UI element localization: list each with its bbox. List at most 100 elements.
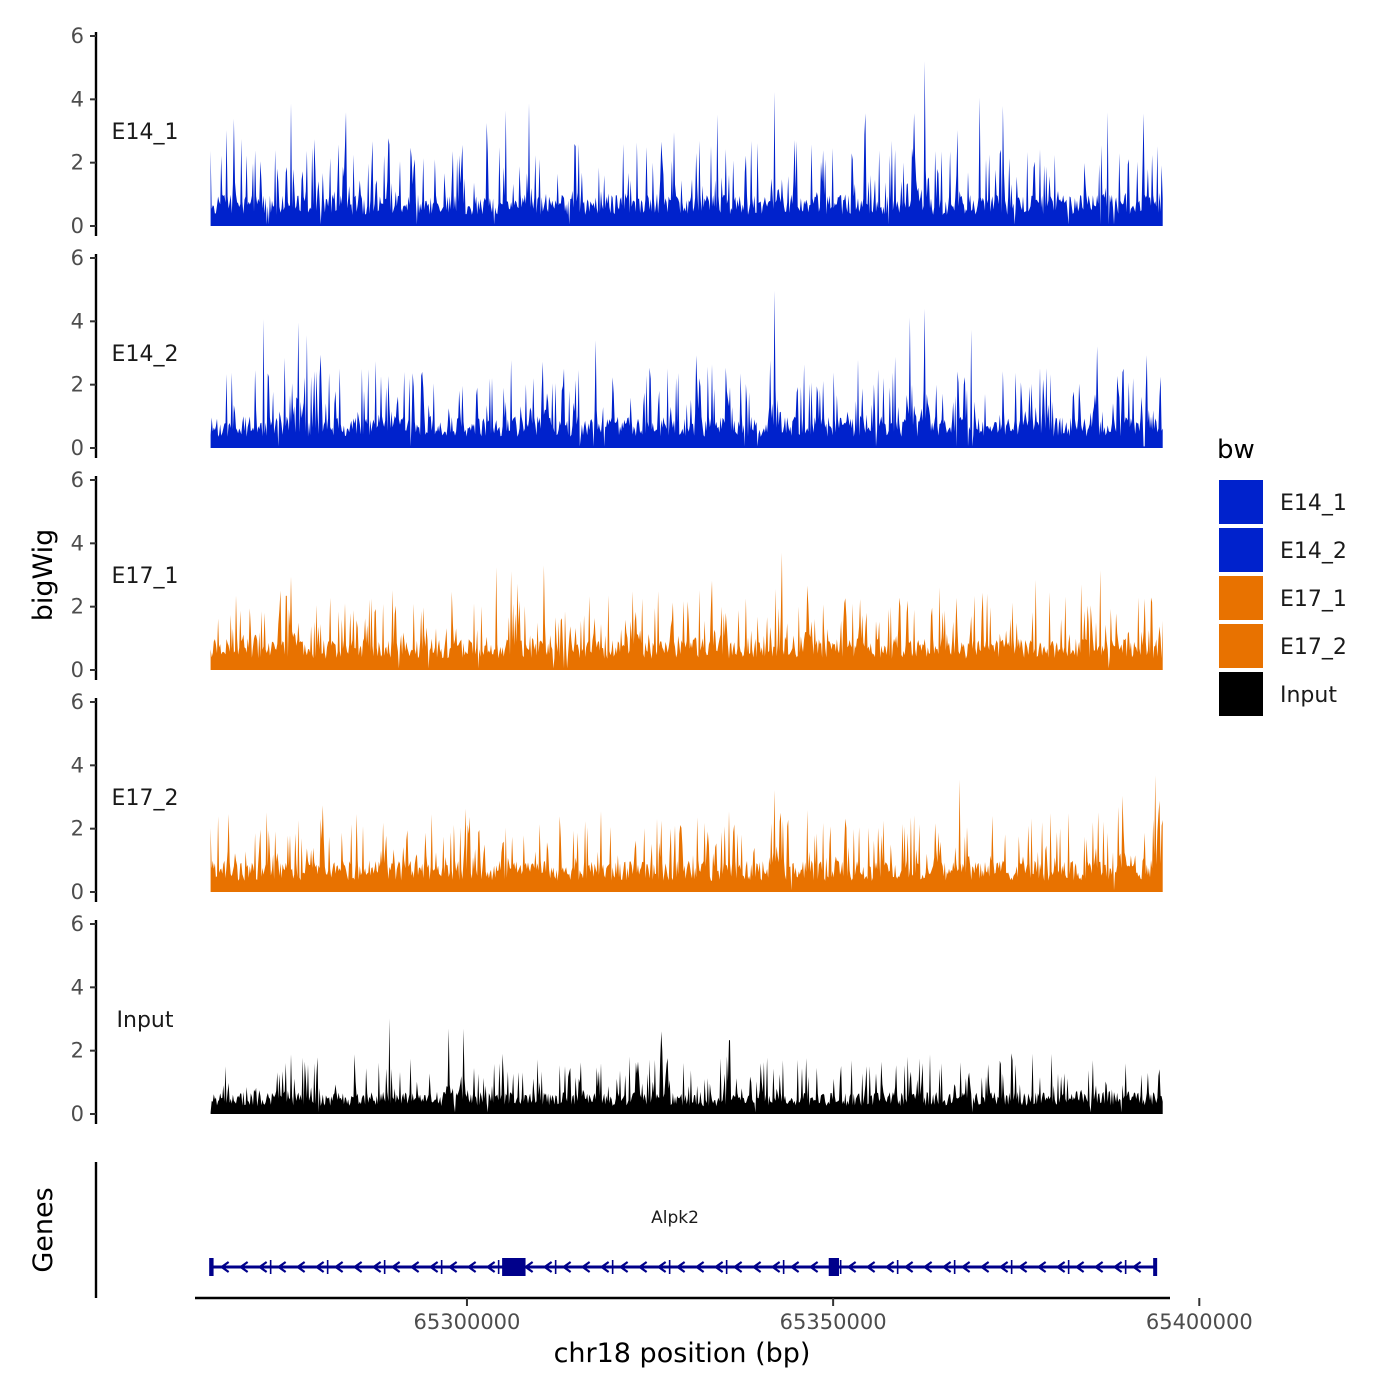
strand-arrow	[637, 1261, 648, 1273]
strand-arrow	[808, 1261, 819, 1273]
strand-arrow	[865, 1261, 876, 1273]
strand-arrow	[1074, 1261, 1085, 1273]
coverage-area-E14_2	[210, 290, 1163, 448]
strand-arrow	[998, 1261, 1009, 1273]
strand-arrow	[542, 1261, 553, 1273]
strand-arrow	[561, 1261, 572, 1273]
gene-label-alpk2: Alpk2	[651, 1208, 699, 1228]
strand-arrow	[485, 1261, 496, 1273]
bigwig-tracks: 0 2 4 6 E14_1 0 2 4 6 E14_2 0 2 4 6 E17_1 0 2 4 6 E17_2 0 2 4 6…	[71, 24, 1163, 1126]
strand-arrow	[846, 1261, 857, 1273]
strand-arrow	[580, 1261, 591, 1273]
strand-arrow	[789, 1261, 800, 1273]
y-tick-label-E14_2-4: 4	[71, 309, 84, 333]
strand-arrow	[1055, 1261, 1066, 1273]
strand-arrow	[1017, 1261, 1028, 1273]
track-E17_1: 0 2 4 6 E17_1	[71, 468, 1163, 682]
track-label-Input: Input	[117, 1008, 174, 1033]
strand-arrow	[618, 1261, 629, 1273]
genes-track-title: Genes	[28, 1187, 59, 1272]
exon-1	[828, 1258, 839, 1276]
y-tick-label-E17_1-0: 0	[71, 658, 84, 682]
legend-swatch-Input	[1219, 672, 1263, 716]
y-tick-label-E14_1-6: 6	[71, 24, 84, 48]
y-tick-label-E14_1-4: 4	[71, 87, 84, 111]
strand-arrow	[523, 1261, 534, 1273]
y-tick-label-Input-0: 0	[71, 1102, 84, 1126]
y-tick-label-E14_2-0: 0	[71, 436, 84, 460]
strand-arrow	[732, 1261, 743, 1273]
strand-arrow	[713, 1261, 724, 1273]
strand-arrow	[903, 1261, 914, 1273]
strand-arrow	[694, 1261, 705, 1273]
exon-0	[502, 1258, 526, 1276]
x-tick-label-65350000: 65350000	[780, 1310, 887, 1334]
strand-arrow	[390, 1261, 401, 1273]
legend-label-E17_1: E17_1	[1280, 587, 1347, 612]
strand-arrow	[352, 1261, 363, 1273]
coverage-area-E17_2	[210, 775, 1163, 892]
strand-arrow	[409, 1261, 420, 1273]
strand-arrow	[941, 1261, 952, 1273]
strand-arrow	[276, 1261, 287, 1273]
legend-swatch-E17_1	[1219, 576, 1263, 620]
strand-arrow	[960, 1261, 971, 1273]
strand-arrow	[1036, 1261, 1047, 1273]
y-tick-label-E17_1-6: 6	[71, 468, 84, 492]
track-E17_2: 0 2 4 6 E17_2	[71, 690, 1163, 904]
strand-arrow	[1131, 1261, 1142, 1273]
strand-arrow	[466, 1261, 477, 1273]
coverage-area-E14_1	[210, 61, 1163, 226]
strand-arrow	[1112, 1261, 1123, 1273]
coverage-area-E17_1	[210, 552, 1163, 670]
strand-arrow	[428, 1261, 439, 1273]
y-tick-label-E17_2-6: 6	[71, 690, 84, 714]
strand-arrow	[371, 1261, 382, 1273]
strand-arrow	[447, 1261, 458, 1273]
x-tick-label-65300000: 65300000	[414, 1310, 521, 1334]
strand-arrow	[751, 1261, 762, 1273]
track-label-E14_1: E14_1	[112, 120, 179, 145]
exon-3	[1153, 1258, 1158, 1276]
strand-arrow	[238, 1261, 249, 1273]
strand-arrow	[675, 1261, 686, 1273]
legend: bw E14_1 E14_2 E17_1 E17_2 Input	[1217, 435, 1347, 716]
coverage-area-Input	[210, 1018, 1163, 1114]
exon-2	[209, 1258, 214, 1276]
track-E14_1: 0 2 4 6 E14_1	[71, 24, 1163, 238]
strand-arrow	[656, 1261, 667, 1273]
legend-label-E14_2: E14_2	[1280, 539, 1347, 564]
strand-arrow	[257, 1261, 268, 1273]
y-tick-label-E17_1-4: 4	[71, 531, 84, 555]
strand-arrow	[770, 1261, 781, 1273]
y-tick-label-E14_1-2: 2	[71, 151, 84, 175]
track-label-E14_2: E14_2	[112, 342, 179, 367]
y-tick-label-E14_1-0: 0	[71, 214, 84, 238]
strand-arrow	[295, 1261, 306, 1273]
x-axis-title: chr18 position (bp)	[554, 1338, 811, 1369]
legend-swatch-E14_2	[1219, 528, 1263, 572]
y-tick-label-E14_2-2: 2	[71, 373, 84, 397]
y-tick-label-E17_2-0: 0	[71, 880, 84, 904]
strand-arrow	[922, 1261, 933, 1273]
strand-arrow	[884, 1261, 895, 1273]
y-tick-label-E17_1-2: 2	[71, 595, 84, 619]
x-axis: 65300000 65350000 65400000	[195, 1296, 1253, 1334]
track-label-E17_1: E17_1	[112, 564, 179, 589]
strand-arrow	[219, 1261, 230, 1273]
genes-track: Genes Alpk2	[28, 1162, 1158, 1298]
y-tick-label-Input-6: 6	[71, 912, 84, 936]
y-tick-label-Input-4: 4	[71, 975, 84, 999]
strand-arrow	[979, 1261, 990, 1273]
track-label-E17_2: E17_2	[112, 786, 179, 811]
y-tick-label-E17_2-2: 2	[71, 817, 84, 841]
legend-label-E14_1: E14_1	[1280, 491, 1347, 516]
legend-swatch-E14_1	[1219, 480, 1263, 524]
strand-arrow	[599, 1261, 610, 1273]
y-axis-title: bigWig	[28, 529, 59, 622]
strand-arrow	[333, 1261, 344, 1273]
y-tick-label-E17_2-4: 4	[71, 753, 84, 777]
track-E14_2: 0 2 4 6 E14_2	[71, 246, 1163, 460]
gene-model	[209, 1258, 1158, 1276]
